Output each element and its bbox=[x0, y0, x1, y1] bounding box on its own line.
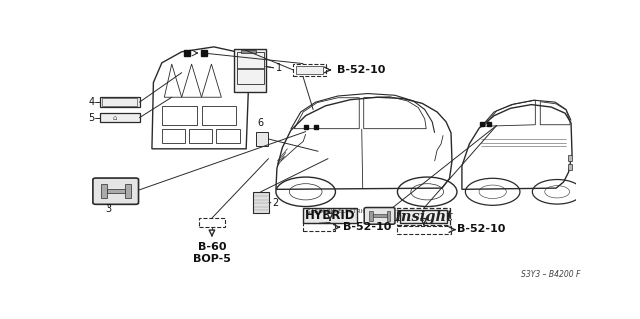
Bar bbox=[296, 65, 323, 74]
Bar bbox=[162, 106, 196, 125]
Bar bbox=[107, 189, 125, 193]
Text: S3Y3 – B4200 F: S3Y3 – B4200 F bbox=[522, 270, 581, 279]
Bar bbox=[199, 218, 225, 227]
Bar bbox=[237, 52, 264, 84]
Bar bbox=[397, 226, 451, 234]
Bar bbox=[372, 214, 387, 217]
Bar bbox=[189, 129, 212, 143]
Bar bbox=[303, 208, 356, 223]
Bar bbox=[100, 97, 140, 107]
Bar bbox=[100, 114, 140, 122]
Text: 1: 1 bbox=[276, 63, 282, 73]
Text: GASOLINE ELECTRIC: GASOLINE ELECTRIC bbox=[306, 209, 366, 214]
Text: Insight: Insight bbox=[394, 210, 453, 224]
Bar bbox=[369, 211, 372, 221]
Bar bbox=[237, 68, 264, 69]
Text: B-52-10: B-52-10 bbox=[457, 224, 506, 234]
Bar bbox=[401, 210, 447, 223]
Bar bbox=[162, 129, 185, 143]
Bar bbox=[202, 106, 236, 125]
Bar bbox=[102, 99, 137, 106]
Text: HYBRID: HYBRID bbox=[305, 209, 356, 222]
Bar bbox=[125, 184, 131, 198]
Text: B-52-10: B-52-10 bbox=[337, 65, 385, 75]
Text: 2: 2 bbox=[273, 198, 278, 208]
Bar bbox=[568, 155, 572, 161]
Text: B-60
BOP-5: B-60 BOP-5 bbox=[193, 242, 231, 263]
Bar bbox=[387, 211, 390, 221]
Bar bbox=[253, 192, 269, 213]
Bar bbox=[293, 63, 326, 76]
Text: ⌂: ⌂ bbox=[113, 115, 117, 121]
Bar bbox=[397, 208, 449, 225]
Text: 6: 6 bbox=[257, 118, 264, 128]
Bar bbox=[256, 132, 269, 146]
Text: 5: 5 bbox=[88, 113, 95, 122]
Text: B-52-10: B-52-10 bbox=[343, 222, 391, 232]
Bar bbox=[241, 50, 256, 53]
Bar bbox=[216, 129, 240, 143]
Bar bbox=[568, 164, 572, 170]
Bar bbox=[303, 223, 335, 231]
Bar bbox=[101, 184, 107, 198]
FancyBboxPatch shape bbox=[364, 208, 395, 224]
Bar bbox=[234, 49, 266, 92]
Text: 3: 3 bbox=[105, 204, 111, 214]
FancyBboxPatch shape bbox=[93, 178, 138, 204]
Text: 4: 4 bbox=[89, 97, 95, 107]
